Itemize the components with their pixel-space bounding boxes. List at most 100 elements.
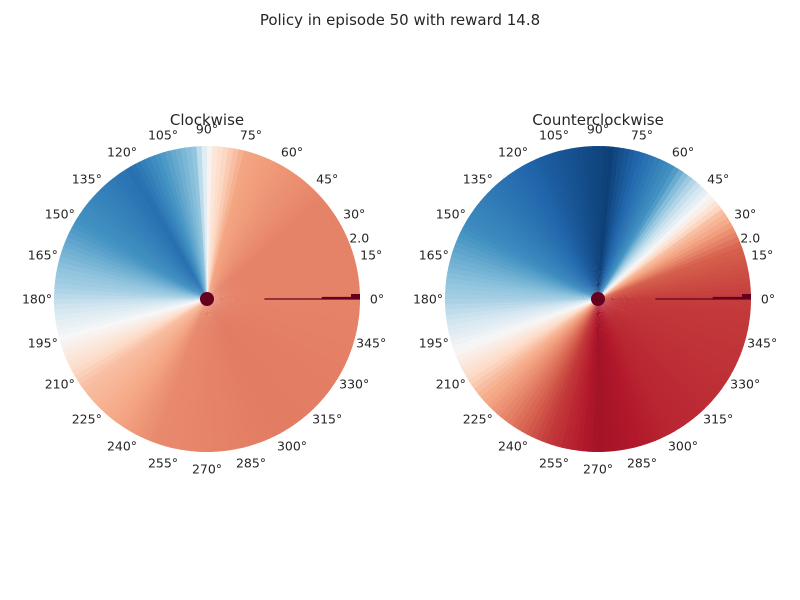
heatmap-wedge <box>207 230 347 299</box>
heatmap-wedge <box>598 151 646 299</box>
heatmap-wedge <box>129 163 207 299</box>
heatmap-wedge <box>598 299 743 357</box>
heatmap-wedge <box>57 261 208 299</box>
heatmap-wedge <box>69 227 207 299</box>
heatmap-wedge <box>64 236 207 299</box>
heatmap-wedge <box>159 299 207 447</box>
heatmap-wedge <box>164 299 207 448</box>
heatmap-wedge <box>598 188 709 299</box>
heatmap-wedge <box>598 181 701 299</box>
heatmap-wedge <box>598 230 738 299</box>
heatmap-wedge <box>207 299 352 357</box>
heatmap-wedge <box>529 159 598 299</box>
heatmap-wedge <box>483 192 598 299</box>
heatmap-wedge <box>464 217 598 299</box>
heatmap-wedge <box>467 213 598 299</box>
heatmap-wedge <box>598 163 675 299</box>
angle-tick-label: 270° <box>583 462 613 477</box>
action-tip <box>742 294 751 299</box>
angle-tick-label: 225° <box>463 412 493 427</box>
heatmap-wedge <box>107 178 207 299</box>
heatmap-wedge <box>598 195 716 299</box>
heatmap-wedge <box>207 299 298 426</box>
heatmap-wedge <box>499 299 598 421</box>
heatmap-wedge <box>86 299 207 399</box>
angle-tick-label: 60° <box>281 144 303 159</box>
heatmap-wedge <box>108 299 207 421</box>
heatmap-wedge <box>69 299 207 372</box>
heatmap-wedge <box>207 299 360 315</box>
angle-tick-label: 285° <box>627 456 657 471</box>
heatmap-wedge <box>89 299 207 403</box>
angle-tick-label: 255° <box>539 456 569 471</box>
heatmap-wedge <box>79 209 207 299</box>
heatmap-wedge <box>598 299 750 326</box>
radial-tick-label: 2.0 <box>740 230 760 245</box>
heatmap-wedge <box>598 161 670 299</box>
heatmap-wedge <box>566 299 598 450</box>
heatmap-wedge <box>458 299 598 368</box>
heatmap-wedge <box>445 288 598 299</box>
heatmap-wedge <box>80 299 207 390</box>
heatmap-wedge <box>560 299 598 449</box>
heatmap-wedge <box>61 246 207 299</box>
heatmap-wedge <box>207 147 234 299</box>
heatmap-wedge <box>598 299 698 420</box>
heatmap-wedge <box>598 174 693 299</box>
heatmap-wedge <box>104 299 207 417</box>
heatmap-wedge <box>550 299 598 447</box>
heatmap-wedge <box>111 175 207 299</box>
action-tip <box>351 294 360 299</box>
angle-tick-label: 315° <box>703 412 733 427</box>
angle-tick-label: 330° <box>339 377 369 392</box>
heatmap-wedge <box>207 299 322 406</box>
angle-tick-label: 210° <box>45 377 75 392</box>
heatmap-wedge <box>477 299 598 399</box>
heatmap-wedge <box>598 299 744 352</box>
heatmap-wedge <box>598 299 694 423</box>
angle-tick-label: 90° <box>196 122 218 137</box>
heatmap-wedge <box>598 168 684 299</box>
heatmap-wedge <box>207 158 275 299</box>
heatmap-wedge <box>207 299 280 437</box>
heatmap-wedge <box>207 181 310 299</box>
heatmap-wedge <box>598 299 680 432</box>
heatmap-wedge <box>207 163 284 299</box>
heatmap-wedge <box>587 299 598 452</box>
heatmap-wedge <box>582 299 598 452</box>
heatmap-wedge <box>207 299 353 352</box>
heatmap-wedge <box>56 267 207 299</box>
heatmap-wedge <box>130 299 207 435</box>
angle-tick-label: 165° <box>28 248 58 263</box>
heatmap-wedge <box>598 146 609 299</box>
heatmap-wedge <box>468 299 598 386</box>
heatmap-wedge <box>445 283 598 299</box>
angle-tick-label: 225° <box>72 412 102 427</box>
heatmap-wedge <box>207 217 340 299</box>
heatmap-wedge <box>207 299 289 432</box>
heatmap-wedge <box>117 299 207 427</box>
heatmap-wedge <box>207 299 276 439</box>
heatmap-wedge <box>598 299 736 371</box>
heatmap-wedge <box>207 199 328 299</box>
angle-tick-label: 75° <box>631 127 653 142</box>
heatmap-wedge <box>596 145 604 299</box>
heatmap-wedge <box>598 184 705 299</box>
heatmap-wedge <box>185 299 207 452</box>
heatmap-wedge <box>207 146 229 299</box>
angle-tick-label: 120° <box>107 144 137 159</box>
figure-title: Policy in episode 50 with reward 14.8 <box>260 11 540 29</box>
heatmap-wedge <box>487 188 598 299</box>
heatmap-wedge <box>462 222 598 299</box>
heatmap-wedge <box>96 188 207 299</box>
angle-tick-label: 75° <box>240 127 262 142</box>
heatmap-wedge <box>54 288 207 299</box>
heatmap-wedge <box>207 151 255 299</box>
angle-tick-label: 135° <box>72 171 102 186</box>
angle-tick-label: 45° <box>316 171 338 186</box>
heatmap-wedge <box>453 241 598 299</box>
heatmap-wedge <box>598 299 748 337</box>
heatmap-wedge <box>598 299 716 402</box>
heatmap-wedge <box>207 177 306 299</box>
